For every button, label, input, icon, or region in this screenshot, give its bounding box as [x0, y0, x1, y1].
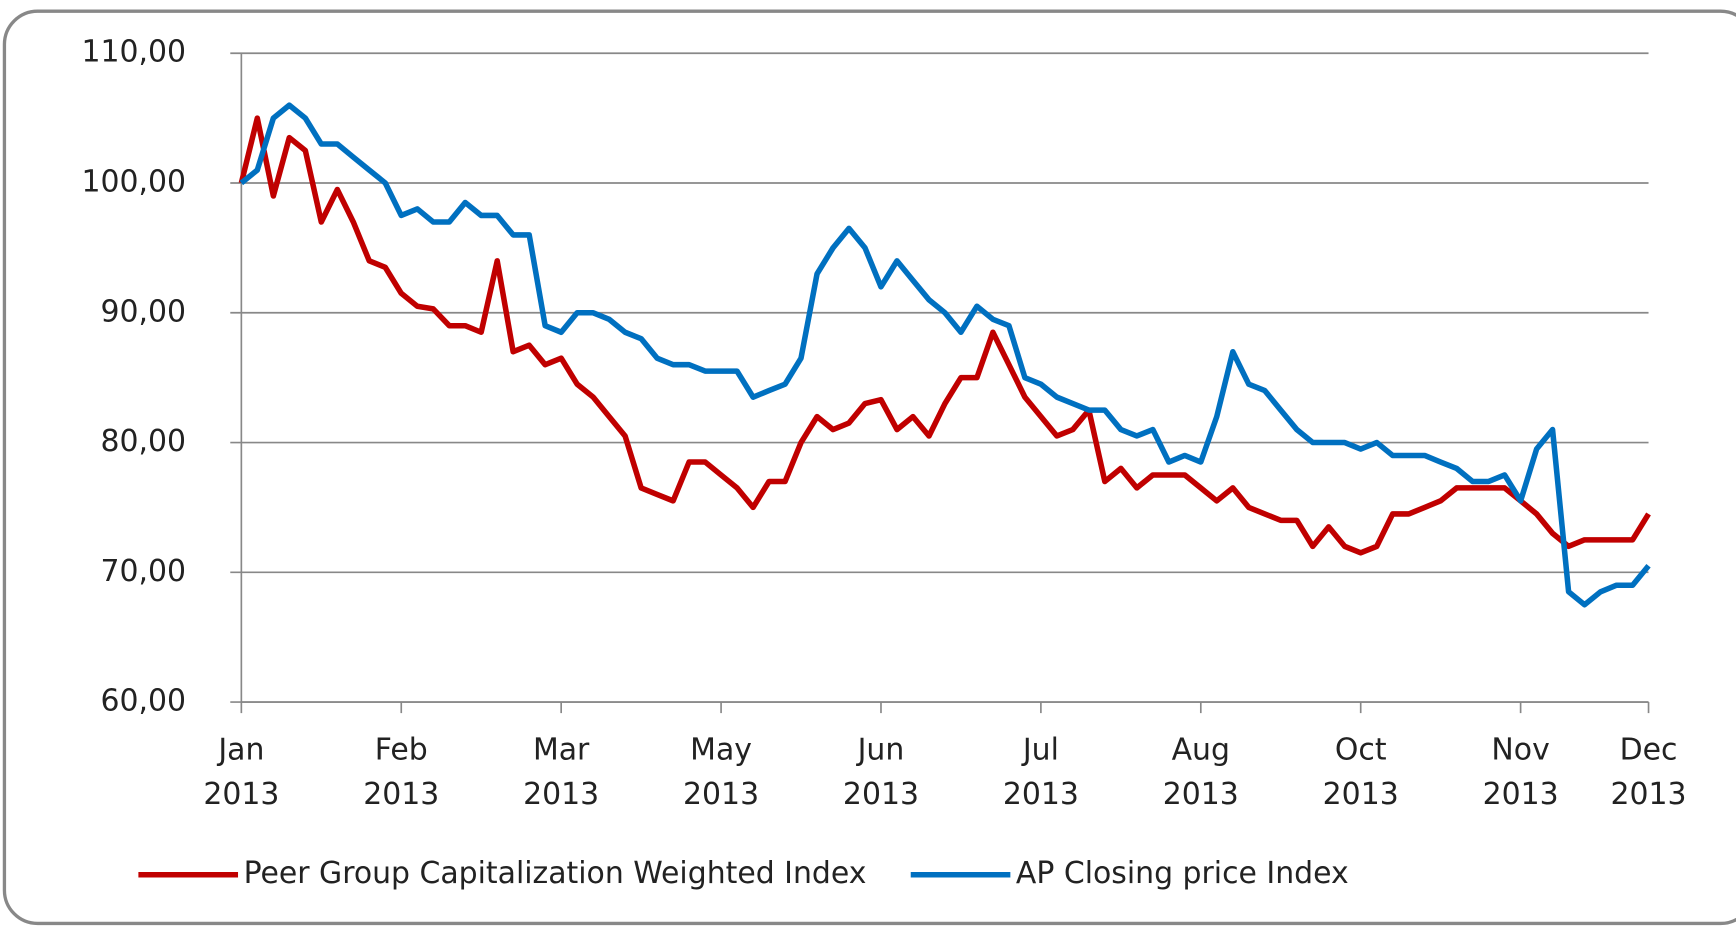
x-tick-label-box: Jan 2013 — [203, 733, 280, 812]
x-tick-label: Jun 2013 — [842, 733, 920, 812]
x-tick-label-box: Aug 2013 — [1162, 733, 1239, 812]
y-tick-label: 100,00 — [81, 165, 186, 200]
y-tick-label: 110,00 — [81, 35, 186, 70]
series-line — [239, 102, 1651, 608]
x-tick-label-box: Mar 2013 — [523, 733, 600, 812]
y-tick-label: 90,00 — [100, 294, 186, 329]
x-tick-label: Dec 2013 — [1610, 733, 1687, 812]
x-tick-label: Jul 2013 — [1002, 733, 1079, 812]
x-tick-label-box: Oct 2013 — [1322, 733, 1399, 812]
x-tick-label-box: Jun 2013 — [842, 733, 920, 812]
x-tick-label-box: Dec 2013 — [1610, 733, 1687, 812]
legend-label: Peer Group Capitalization Weighted Index — [244, 856, 867, 891]
x-tick-label-box: May 2013 — [683, 733, 760, 812]
chart-frame — [2, 9, 1736, 926]
x-tick-label: May 2013 — [683, 733, 760, 812]
y-tick-label: 80,00 — [100, 424, 186, 459]
x-tick-label: Feb 2013 — [363, 733, 440, 812]
x-tick-label-box: Nov 2013 — [1482, 733, 1559, 812]
x-tick-label-box: Feb 2013 — [363, 733, 440, 812]
legend-label: AP Closing price Index — [1016, 856, 1349, 891]
series-line — [238, 115, 1651, 556]
y-tick-label: 60,00 — [100, 684, 186, 719]
x-tick-label: Oct 2013 — [1322, 733, 1399, 812]
x-tick-label-box: Jul 2013 — [1002, 733, 1079, 812]
y-tick-label: 70,00 — [100, 554, 186, 589]
x-tick-label: Nov 2013 — [1482, 733, 1559, 812]
x-tick-label: Mar 2013 — [523, 733, 600, 812]
x-tick-label: Aug 2013 — [1162, 733, 1239, 812]
x-tick-label: Jan 2013 — [203, 733, 280, 812]
